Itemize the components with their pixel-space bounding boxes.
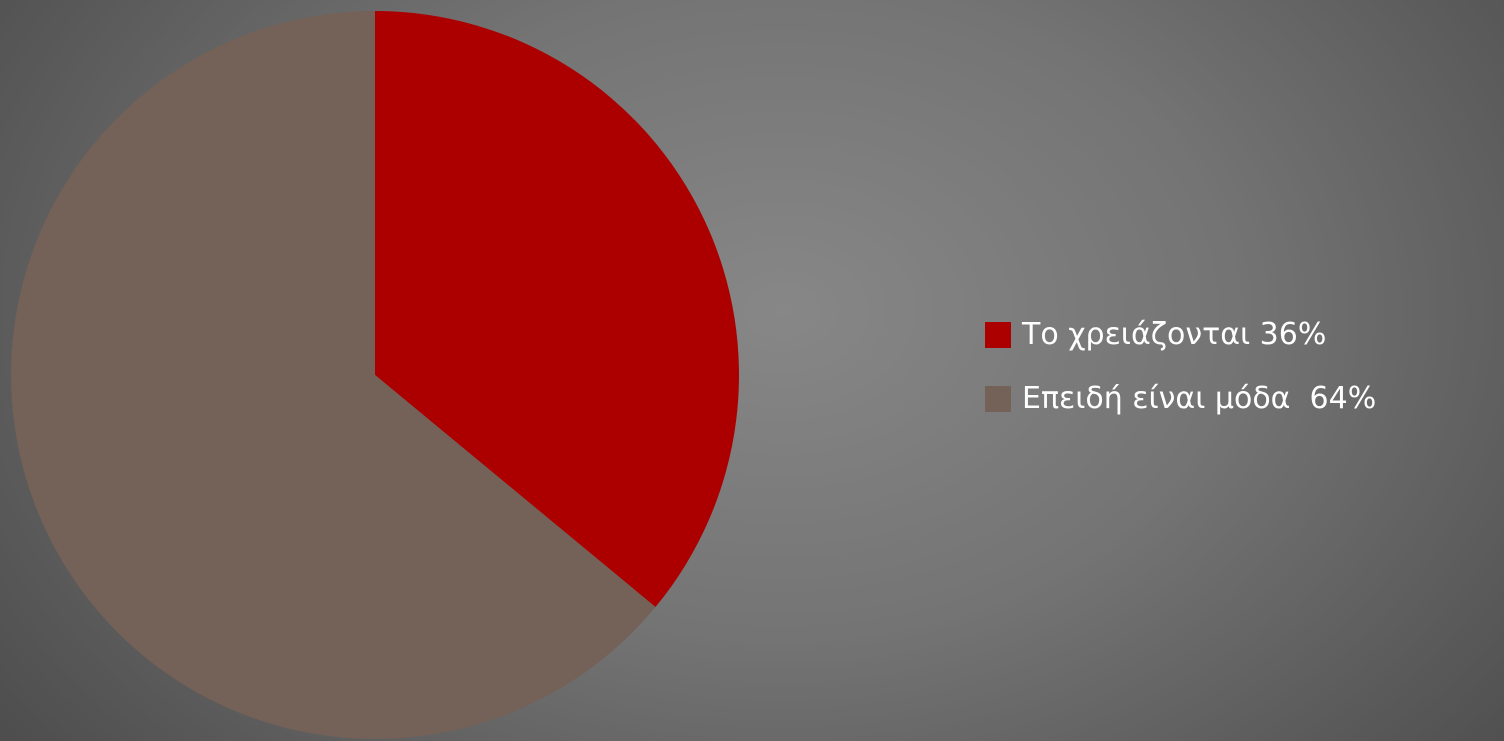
legend-item: Επειδή είναι μόδα 64%: [985, 382, 1376, 415]
legend-label: Το χρειάζονται 36%: [1022, 316, 1327, 352]
chart-legend: Το χρειάζονται 36% Επειδή είναι μόδα 64%: [985, 318, 1376, 446]
legend-label: Επειδή είναι μόδα 64%: [1022, 380, 1377, 416]
legend-swatch: [985, 321, 1011, 348]
pie-slice: [10, 11, 656, 739]
pie-slices: [10, 11, 739, 739]
pie-slice: [375, 11, 739, 608]
legend-item: Το χρειάζονται 36%: [985, 318, 1376, 351]
legend-swatch: [985, 385, 1011, 412]
